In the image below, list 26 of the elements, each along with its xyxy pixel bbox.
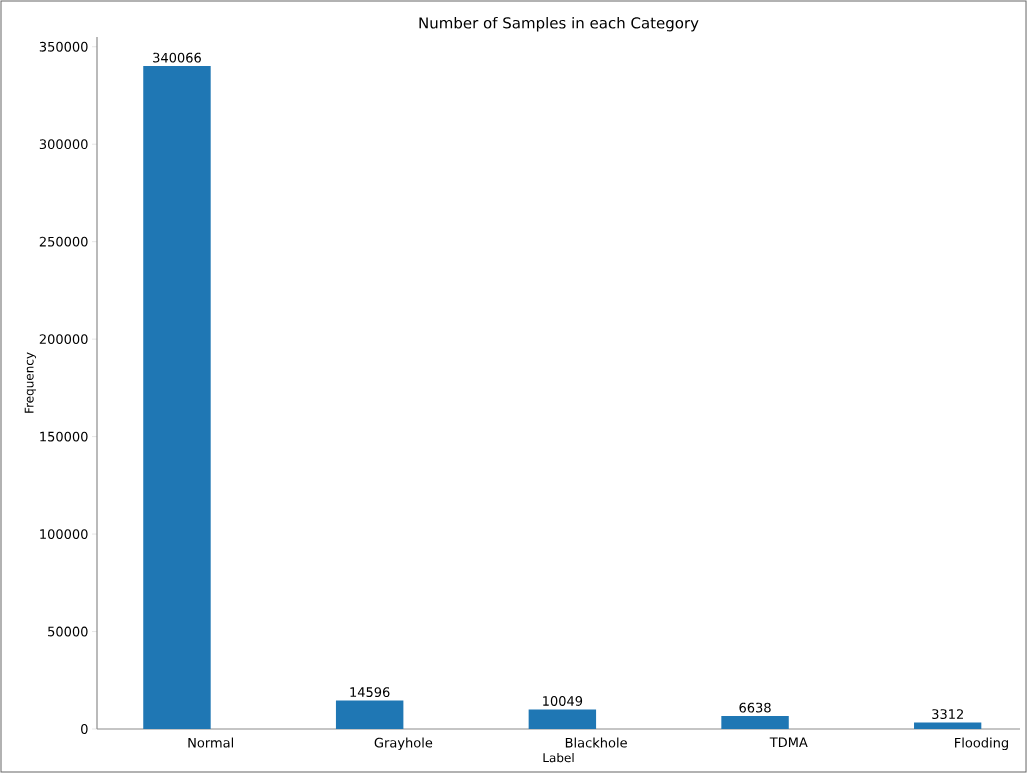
data-label: 14596 bbox=[350, 687, 390, 698]
y-axis-title: Frequency bbox=[24, 352, 36, 413]
x-tick-label: Blackhole bbox=[565, 737, 627, 748]
x-tick-label: Flooding bbox=[955, 737, 1008, 751]
bar bbox=[914, 722, 982, 729]
data-label: 340066 bbox=[153, 52, 201, 63]
y-tick-label: 200000 bbox=[39, 334, 88, 345]
y-tick-label: 50000 bbox=[48, 626, 88, 637]
x-axis-title: Label bbox=[543, 752, 574, 763]
chart-title: Number of Samples in each Category bbox=[419, 16, 699, 32]
bar bbox=[335, 700, 404, 729]
x-tick-label: TDMA bbox=[769, 737, 808, 748]
y-tick-label: 350000 bbox=[39, 41, 88, 52]
y-tick-label: 250000 bbox=[39, 236, 88, 247]
y-tick-label: 150000 bbox=[40, 431, 88, 442]
data-label: 3312 bbox=[932, 709, 963, 720]
y-tick-label: 100000 bbox=[40, 529, 88, 539]
x-tick-label: Grayhole bbox=[374, 737, 433, 751]
data-label: 10049 bbox=[543, 696, 583, 706]
bar bbox=[528, 709, 597, 729]
y-tick-label: 0 bbox=[81, 724, 88, 734]
x-tick-label: Normal bbox=[188, 737, 234, 748]
bar bbox=[721, 716, 789, 729]
bar bbox=[143, 66, 211, 729]
y-tick-label: 300000 bbox=[39, 139, 88, 150]
data-label: 6638 bbox=[739, 702, 771, 713]
